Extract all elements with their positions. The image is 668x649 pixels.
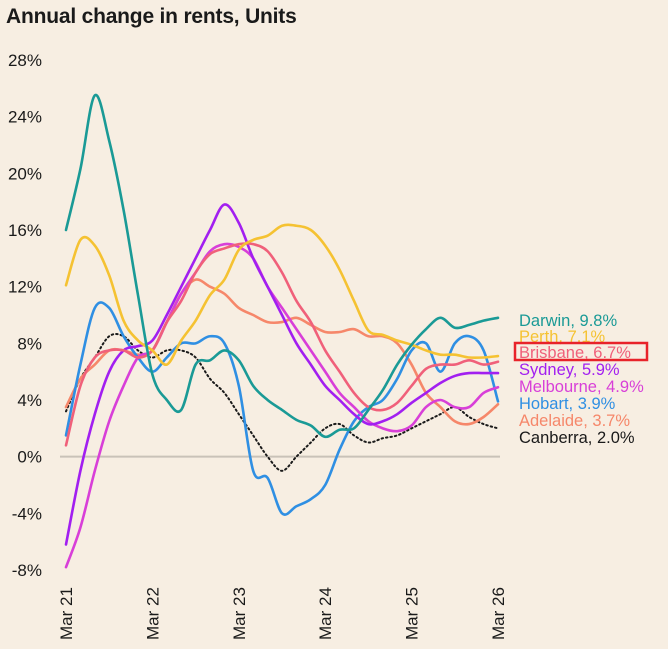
legend-label-sydney: Sydney, 5.9% — [519, 361, 620, 379]
x-tick-label: Mar 24 — [316, 587, 335, 640]
y-tick-label: 20% — [8, 164, 42, 183]
y-tick-label: 28% — [8, 51, 42, 70]
y-tick-label: 24% — [8, 108, 42, 127]
y-tick-label: 8% — [17, 334, 42, 353]
series-line-brisbane — [64, 242, 500, 447]
y-tick-label: 4% — [17, 391, 42, 410]
series-line-sydney — [64, 203, 500, 546]
series-line-darwin — [64, 93, 500, 439]
series-line-canberra — [65, 333, 499, 472]
chart-title: Annual change in rents, Units — [6, 5, 297, 28]
series-line-melbourne — [64, 242, 500, 569]
legend-label-perth: Perth, 7.1% — [519, 328, 606, 346]
highlight-box — [513, 341, 649, 362]
series-line-perth — [64, 223, 500, 366]
y-tick-label: 0% — [17, 448, 42, 467]
y-tick-label: 16% — [8, 221, 42, 240]
y-tick-label: 12% — [8, 278, 42, 297]
y-tick-label: -8% — [12, 561, 42, 580]
legend-label-adelaide: Adelaide, 3.7% — [519, 412, 630, 430]
y-tick-label: -4% — [12, 504, 42, 523]
x-tick-label: Mar 25 — [403, 587, 422, 640]
legend-label-canberra: Canberra, 2.0% — [519, 429, 635, 447]
legend-label-darwin: Darwin, 9.8% — [519, 312, 617, 330]
legend-label-brisbane: Brisbane, 6.7% — [519, 344, 631, 362]
x-tick-label: Mar 26 — [489, 587, 508, 640]
legend-label-hobart: Hobart, 3.9% — [519, 395, 616, 413]
x-tick-label: Mar 21 — [57, 587, 76, 640]
legend-label-melbourne: Melbourne, 4.9% — [519, 378, 644, 396]
x-tick-label: Mar 22 — [143, 587, 162, 640]
x-tick-label: Mar 23 — [230, 587, 249, 640]
